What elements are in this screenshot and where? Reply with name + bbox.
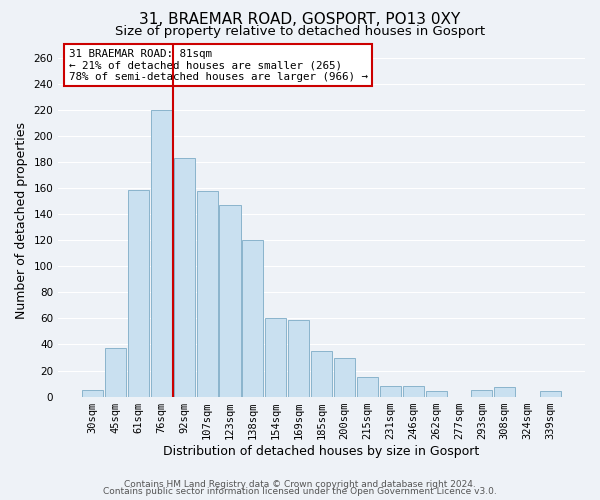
Text: 31 BRAEMAR ROAD: 81sqm
← 21% of detached houses are smaller (265)
78% of semi-de: 31 BRAEMAR ROAD: 81sqm ← 21% of detached… (69, 48, 368, 82)
Bar (311, 351, 332, 397)
Bar (494, 388, 515, 396)
X-axis label: Distribution of detached houses by size in Gosport: Distribution of detached houses by size … (163, 444, 480, 458)
Bar (403, 386, 424, 396)
Text: 31, BRAEMAR ROAD, GOSPORT, PO13 0XY: 31, BRAEMAR ROAD, GOSPORT, PO13 0XY (139, 12, 461, 28)
Y-axis label: Number of detached properties: Number of detached properties (15, 122, 28, 320)
Bar (357, 377, 378, 396)
Bar (472, 390, 493, 396)
Bar (288, 320, 309, 396)
Bar (334, 358, 355, 397)
Text: Size of property relative to detached houses in Gosport: Size of property relative to detached ho… (115, 25, 485, 38)
Bar (242, 240, 263, 396)
Bar (425, 392, 446, 396)
Text: Contains HM Land Registry data © Crown copyright and database right 2024.: Contains HM Land Registry data © Crown c… (124, 480, 476, 489)
Bar (380, 386, 401, 396)
Bar (197, 191, 218, 396)
Bar (265, 318, 286, 396)
Bar (82, 390, 103, 396)
Bar (540, 392, 561, 396)
Bar (105, 348, 126, 397)
Bar (220, 205, 241, 396)
Text: Contains public sector information licensed under the Open Government Licence v3: Contains public sector information licen… (103, 488, 497, 496)
Bar (128, 190, 149, 396)
Bar (151, 110, 172, 397)
Bar (173, 158, 195, 396)
